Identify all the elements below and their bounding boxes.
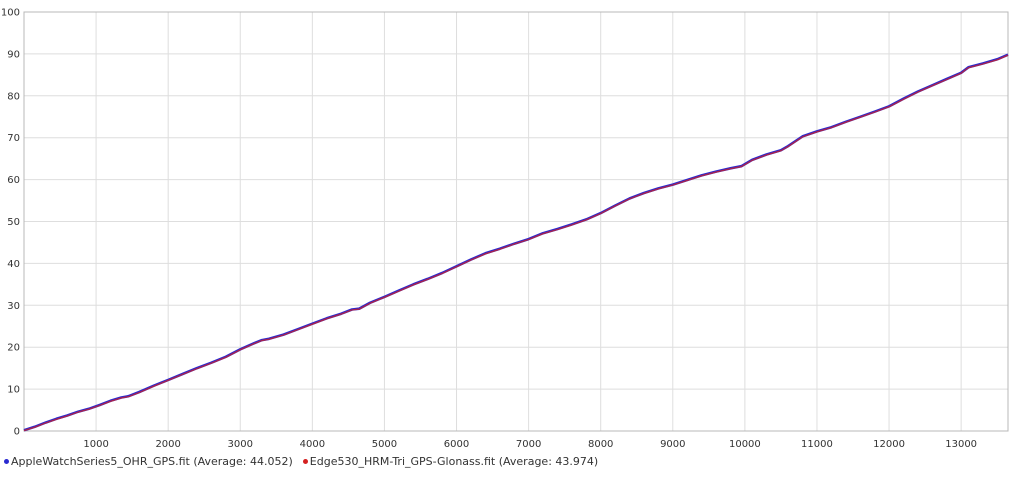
x-tick-label: 13000: [945, 439, 977, 450]
x-tick-label: 7000: [516, 439, 541, 450]
y-tick-label: 100: [1, 8, 20, 19]
grid: [24, 12, 1008, 431]
x-tick-label: 5000: [372, 439, 397, 450]
plot-frame: [23, 11, 1009, 432]
x-tick-label: 2000: [155, 439, 180, 450]
x-tick-label: 12000: [873, 439, 905, 450]
legend-dot-applewatch: [4, 458, 9, 464]
y-axis-ticks: 0 10 20 30 40 50 60 70 80 90 100: [1, 8, 20, 438]
y-tick-label: 0: [14, 427, 20, 438]
x-tick-label: 10000: [729, 439, 761, 450]
y-tick-label: 60: [7, 175, 20, 186]
x-tick-label: 6000: [444, 439, 469, 450]
y-tick-label: 30: [7, 301, 20, 312]
legend-item-applewatch[interactable]: AppleWatchSeries5_OHR_GPS.fit (Average: …: [4, 455, 293, 468]
chart-svg: 1000 2000 3000 4000 5000 6000 7000 8000 9000 1000…: [1, 8, 1009, 450]
x-tick-label: 4000: [300, 439, 325, 450]
legend-item-edge530[interactable]: Edge530_HRM-Tri_GPS-Glonass.fit (Average…: [302, 454, 599, 468]
series-line-applewatch: [23, 53, 1009, 432]
legend-label-edge530: Edge530_HRM-Tri_GPS-Glonass.fit (Average…: [309, 454, 599, 468]
series-lines: [23, 53, 1009, 432]
y-tick-label: 40: [7, 259, 20, 270]
y-tick-label: 90: [7, 49, 20, 60]
x-tick-label: 11000: [801, 439, 833, 450]
legend-dot-edge530: [302, 458, 308, 464]
series-line-edge530: [23, 54, 1009, 432]
y-tick-label: 80: [7, 91, 20, 102]
y-tick-label: 50: [7, 217, 20, 228]
legend: AppleWatchSeries5_OHR_GPS.fit (Average: …: [4, 452, 608, 470]
x-tick-label: 8000: [588, 439, 613, 450]
y-tick-label: 10: [7, 385, 20, 396]
y-tick-label: 70: [7, 133, 20, 144]
y-tick-label: 20: [7, 343, 20, 354]
x-axis-ticks: 1000 2000 3000 4000 5000 6000 7000 8000 9000 1000…: [83, 439, 977, 450]
legend-label-applewatch: AppleWatchSeries5_OHR_GPS.fit (Average: …: [11, 454, 293, 468]
x-tick-label: 1000: [83, 439, 108, 450]
x-tick-label: 3000: [228, 439, 253, 450]
x-tick-label: 9000: [660, 439, 685, 450]
